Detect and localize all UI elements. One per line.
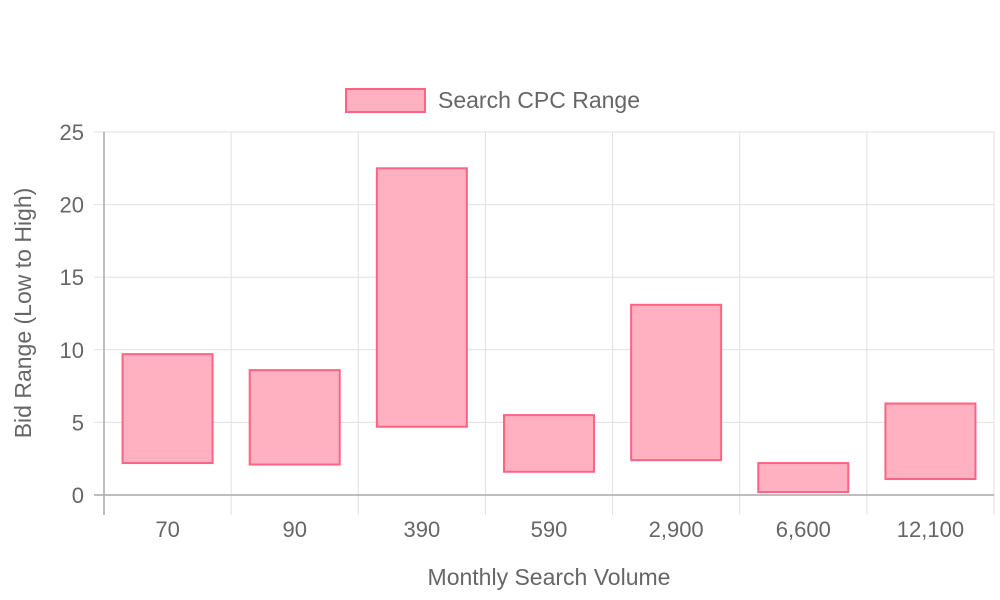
y-tick-label: 10 [60,338,84,363]
axes [94,132,994,515]
bar[interactable] [375,167,468,428]
legend-label: Search CPC Range [438,87,640,113]
grid [94,131,995,515]
x-axis-ticks: 70 90 390 590 2,900 6,600 12,100 [155,517,964,542]
y-tick-label: 5 [72,410,84,435]
x-tick-label: 12,100 [897,517,964,542]
bar[interactable] [248,369,341,466]
x-axis-title: Monthly Search Volume [428,564,671,590]
x-tick-label: 6,600 [776,517,831,542]
x-tick-label: 70 [155,517,179,542]
y-tick-label: 0 [72,483,84,508]
bar[interactable] [757,462,850,494]
bar[interactable] [121,353,214,465]
y-axis-ticks: 0 5 10 15 20 25 [60,120,84,508]
bar[interactable] [630,303,723,462]
x-tick-label: 2,900 [649,517,704,542]
bar[interactable] [884,402,977,481]
legend-swatch [345,88,426,113]
bars [121,167,977,494]
x-tick-label: 390 [403,517,440,542]
y-tick-label: 15 [60,265,84,290]
y-axis-title: Bid Range (Low to High) [10,188,36,439]
bar[interactable] [503,414,595,473]
y-tick-label: 20 [60,193,84,218]
y-tick-label: 25 [60,120,84,145]
x-tick-label: 90 [282,517,306,542]
x-tick-label: 590 [531,517,568,542]
legend[interactable]: Search CPC Range [345,87,640,113]
